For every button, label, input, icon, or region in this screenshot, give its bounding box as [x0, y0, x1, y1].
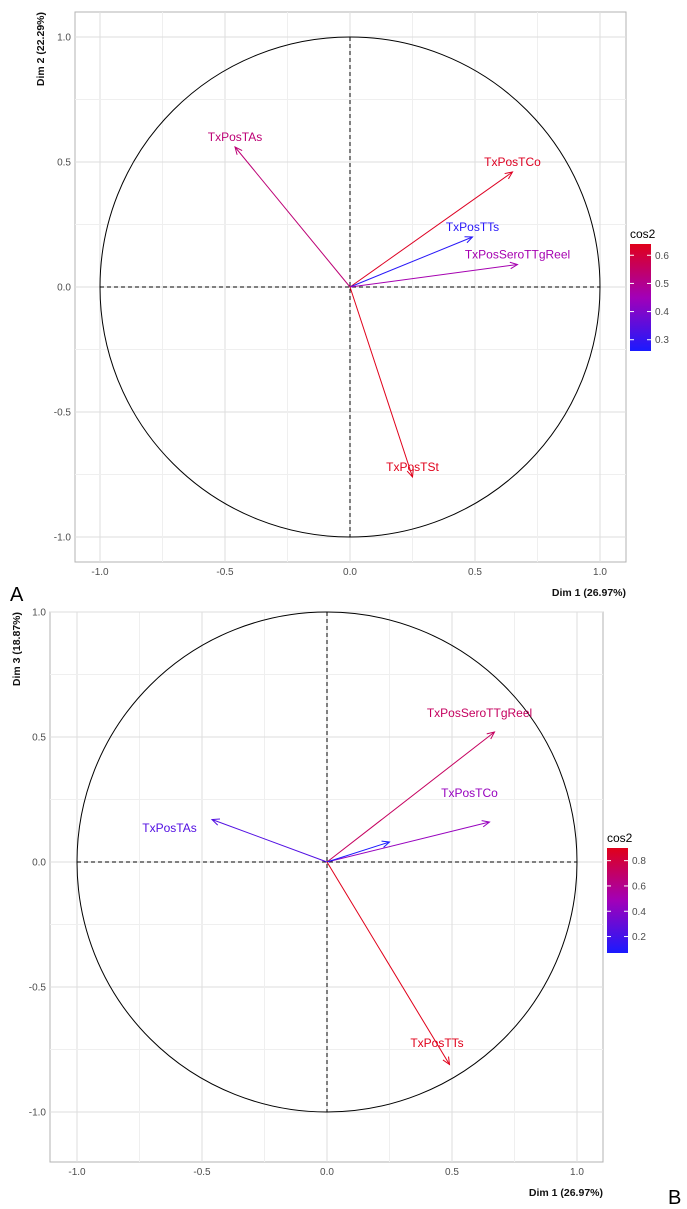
chart-b-legend-title: cos2: [607, 831, 633, 845]
panel-letter-b: B: [668, 1187, 681, 1209]
chart-b-arrow-txpostas: [211, 819, 328, 863]
chart-b-arrowhead-unlabeled: [381, 840, 391, 848]
chart-b-y-tick-label: 1.0: [32, 608, 46, 619]
chart-b-y-tick-label: -0.5: [29, 983, 47, 994]
chart-a-legend-title: cos2: [630, 227, 656, 241]
chart-a-arrowhead-txpostas: [234, 146, 243, 155]
chart-a-y-tick-label: 0.5: [57, 158, 71, 169]
chart-b-x-tick-label: 0.5: [445, 1167, 459, 1178]
chart-b-arrow-txpostts: [326, 861, 450, 1065]
chart-b: TxPosTAs TxPosSeroTTgReel TxPosTCo TxPosTTs…: [11, 608, 681, 1209]
chart-b-arrowhead-txpostco: [481, 820, 491, 828]
chart-a-legend-tick-label: 0.5: [655, 279, 669, 290]
chart-a: TxPosTAs TxPosTCo TxPosTTs TxPosSeroTTgReel…: [10, 11, 669, 606]
chart-a-arrow-txpostts: [349, 236, 473, 288]
chart-a-arrow-txposserottgreel: [349, 264, 518, 288]
chart-b-legend-tick-label: 0.8: [632, 856, 646, 867]
chart-b-label-txposserottgreel: TxPosSeroTTgReel: [427, 706, 532, 720]
chart-a-label-txpostst: TxPosTSt: [386, 460, 439, 474]
chart-a-y-ticks: -1.0 -0.5 0.0 0.5 1.0: [54, 33, 72, 544]
chart-a-y-tick-label: 0.0: [57, 283, 71, 294]
chart-b-legend-tick-label: 0.6: [632, 881, 646, 892]
chart-a-x-tick-label: 0.5: [468, 567, 482, 578]
chart-a-x-tick-label: 1.0: [593, 567, 607, 578]
chart-a-y-axis-title: Dim 2 (22.29%): [35, 12, 47, 86]
chart-b-legend-tick-label: 0.4: [632, 907, 646, 918]
chart-a-arrowhead-txpostco: [504, 171, 514, 180]
chart-a-arrows: TxPosTAs TxPosTCo TxPosTTs TxPosSeroTTgReel…: [208, 130, 570, 479]
chart-b-y-axis-title: Dim 3 (18.87%): [11, 612, 23, 686]
chart-b-arrowhead-txpostts: [442, 1056, 451, 1066]
chart-a-label-txpostco: TxPosTCo: [484, 155, 541, 169]
chart-b-arrowhead-txposserottgreel: [486, 731, 496, 740]
chart-b-x-axis-title: Dim 1 (26.97%): [529, 1187, 603, 1199]
chart-a-arrow-txpostco: [349, 171, 513, 288]
chart-a-x-tick-label: 0.0: [343, 567, 357, 578]
chart-a-arrowhead-txpostst: [406, 468, 414, 479]
chart-a-y-tick-label: -0.5: [54, 408, 72, 419]
chart-a-legend-ticks: 0.3 0.4 0.5 0.6: [630, 251, 669, 346]
chart-a-label-txpostts: TxPosTTs: [446, 220, 499, 234]
chart-b-arrow-txpostco: [326, 821, 490, 863]
chart-a-legend-colorbar: [630, 244, 651, 351]
chart-b-x-tick-label: -0.5: [193, 1167, 211, 1178]
chart-b-x-tick-label: 0.0: [320, 1167, 334, 1178]
chart-a-label-txpostas: TxPosTAs: [208, 130, 262, 144]
chart-a-legend-tick-label: 0.4: [655, 307, 669, 318]
chart-b-x-tick-label: 1.0: [570, 1167, 584, 1178]
chart-b-x-ticks: -1.0 -0.5 0.0 0.5 1.0: [68, 1167, 584, 1178]
chart-a-x-ticks: -1.0 -0.5 0.0 0.5 1.0: [91, 567, 607, 578]
chart-a-legend-tick-label: 0.3: [655, 335, 669, 346]
chart-b-x-tick-label: -1.0: [68, 1167, 86, 1178]
panel-letter-a: A: [10, 584, 24, 606]
chart-b-legend-ticks: 0.2 0.4 0.6 0.8: [607, 856, 646, 943]
chart-a-arrowhead-txpostts: [464, 236, 474, 244]
chart-b-label-txpostas: TxPosTAs: [142, 821, 196, 835]
chart-a-x-axis-title: Dim 1 (26.97%): [552, 587, 626, 599]
chart-b-y-tick-label: -1.0: [29, 1108, 47, 1119]
chart-a-arrowhead-txposserottgreel: [509, 261, 519, 270]
chart-b-legend-tick-label: 0.2: [632, 932, 646, 943]
chart-a-y-tick-label: 1.0: [57, 33, 71, 44]
chart-b-label-txpostco: TxPosTCo: [441, 786, 498, 800]
chart-b-y-tick-label: 0.5: [32, 733, 46, 744]
chart-a-arrow-txpostas: [234, 146, 351, 288]
chart-b-y-tick-label: 0.0: [32, 858, 46, 869]
chart-b-legend-colorbar: [607, 848, 628, 953]
chart-b-y-ticks: -1.0 -0.5 0.0 0.5 1.0: [29, 608, 47, 1119]
chart-a-legend-tick-label: 0.6: [655, 251, 669, 262]
chart-a-y-tick-label: -1.0: [54, 533, 72, 544]
chart-a-label-txposserottgreel: TxPosSeroTTgReel: [465, 248, 570, 262]
chart-b-arrows: TxPosTAs TxPosSeroTTgReel TxPosTCo TxPosTTs: [142, 706, 532, 1066]
chart-b-arrowhead-txpostas: [210, 818, 221, 826]
chart-b-label-txpostts: TxPosTTs: [410, 1036, 463, 1050]
chart-a-x-tick-label: -1.0: [91, 567, 109, 578]
chart-b-arrow-txposserottgreel: [326, 731, 495, 863]
chart-a-arrow-txpostst: [349, 286, 413, 478]
chart-b-arrow-unlabeled: [326, 841, 390, 863]
chart-a-x-tick-label: -0.5: [216, 567, 234, 578]
